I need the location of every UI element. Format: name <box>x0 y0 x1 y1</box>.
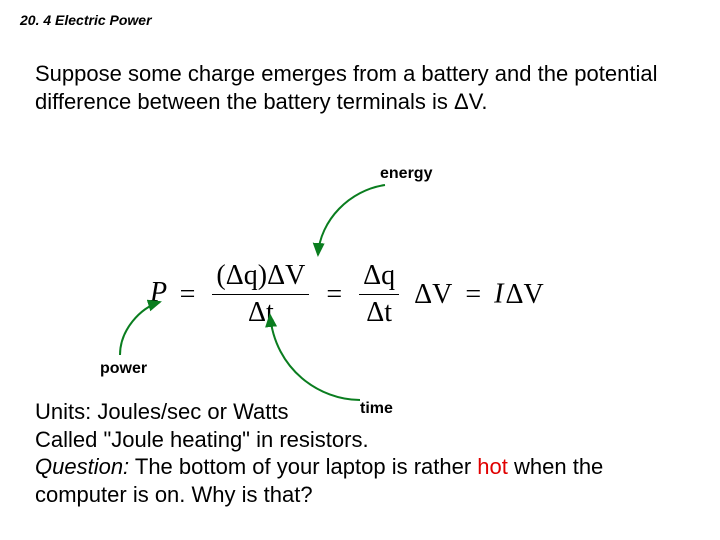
arrow-time <box>260 310 380 410</box>
question-label: Question: <box>35 454 129 479</box>
dq1: Δq <box>226 260 258 291</box>
rparen: ) <box>258 260 267 291</box>
dV2: ΔV <box>414 279 452 310</box>
lparen: ( <box>216 260 225 291</box>
joule-heating-line: Called "Joule heating" in resistors. <box>35 427 369 452</box>
arrow-energy <box>300 180 420 270</box>
eq2: = <box>326 279 342 310</box>
sym-I: I <box>494 279 503 310</box>
dq2: Δq <box>363 260 395 291</box>
dV1: ΔV <box>267 260 305 291</box>
section-header: 20. 4 Electric Power <box>20 12 152 28</box>
eq3: = <box>465 279 481 310</box>
hot-word: hot <box>477 454 508 479</box>
label-power: power <box>100 360 147 378</box>
intro-paragraph: Suppose some charge emerges from a batte… <box>35 60 675 115</box>
question-part1: The bottom of your laptop is rather <box>129 454 477 479</box>
dV3: ΔV <box>505 279 543 310</box>
units-line: Units: Joules/sec or Watts <box>35 399 288 424</box>
bottom-paragraph: Units: Joules/sec or Watts Called "Joule… <box>35 398 675 508</box>
